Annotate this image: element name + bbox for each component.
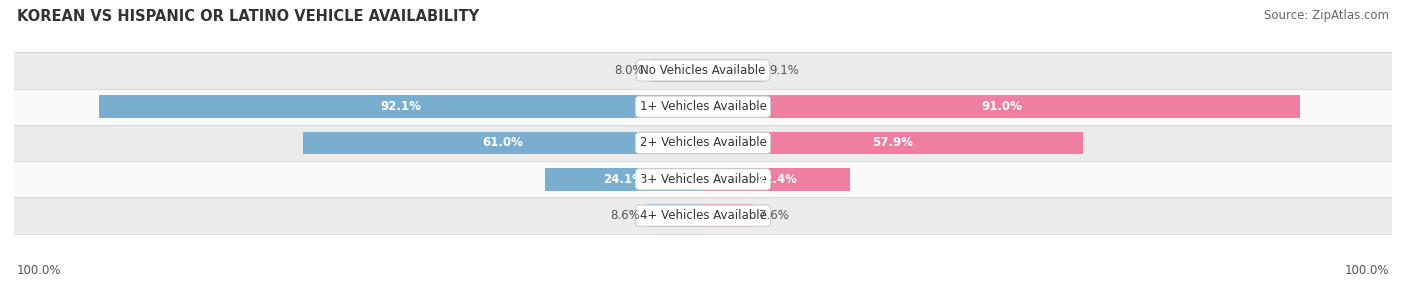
Bar bbox=[703, 96, 1301, 118]
Bar bbox=[546, 168, 703, 190]
Bar bbox=[14, 197, 1392, 234]
Bar bbox=[703, 132, 1083, 154]
Bar bbox=[703, 204, 752, 227]
Text: 4+ Vehicles Available: 4+ Vehicles Available bbox=[640, 209, 766, 222]
Text: 9.1%: 9.1% bbox=[769, 64, 799, 77]
Text: 92.1%: 92.1% bbox=[381, 100, 422, 113]
Text: 8.6%: 8.6% bbox=[610, 209, 640, 222]
Bar bbox=[14, 125, 1392, 161]
Text: 24.1%: 24.1% bbox=[603, 173, 644, 186]
Text: 22.4%: 22.4% bbox=[756, 173, 797, 186]
Text: Source: ZipAtlas.com: Source: ZipAtlas.com bbox=[1264, 9, 1389, 21]
Text: 2+ Vehicles Available: 2+ Vehicles Available bbox=[640, 136, 766, 150]
Text: 100.0%: 100.0% bbox=[1344, 265, 1389, 277]
Text: 100.0%: 100.0% bbox=[17, 265, 62, 277]
Bar bbox=[703, 59, 762, 82]
Bar bbox=[302, 132, 703, 154]
Text: 3+ Vehicles Available: 3+ Vehicles Available bbox=[640, 173, 766, 186]
Text: 1+ Vehicles Available: 1+ Vehicles Available bbox=[640, 100, 766, 113]
Bar bbox=[14, 52, 1392, 89]
Text: 7.6%: 7.6% bbox=[759, 209, 789, 222]
Bar bbox=[14, 161, 1392, 197]
Text: 8.0%: 8.0% bbox=[614, 64, 644, 77]
Bar bbox=[651, 59, 703, 82]
Text: 61.0%: 61.0% bbox=[482, 136, 523, 150]
Text: KOREAN VS HISPANIC OR LATINO VEHICLE AVAILABILITY: KOREAN VS HISPANIC OR LATINO VEHICLE AVA… bbox=[17, 9, 479, 23]
Bar bbox=[703, 168, 851, 190]
Bar bbox=[14, 89, 1392, 125]
Bar bbox=[98, 96, 703, 118]
Text: No Vehicles Available: No Vehicles Available bbox=[640, 64, 766, 77]
Text: 57.9%: 57.9% bbox=[873, 136, 914, 150]
Text: 91.0%: 91.0% bbox=[981, 100, 1022, 113]
Bar bbox=[647, 204, 703, 227]
